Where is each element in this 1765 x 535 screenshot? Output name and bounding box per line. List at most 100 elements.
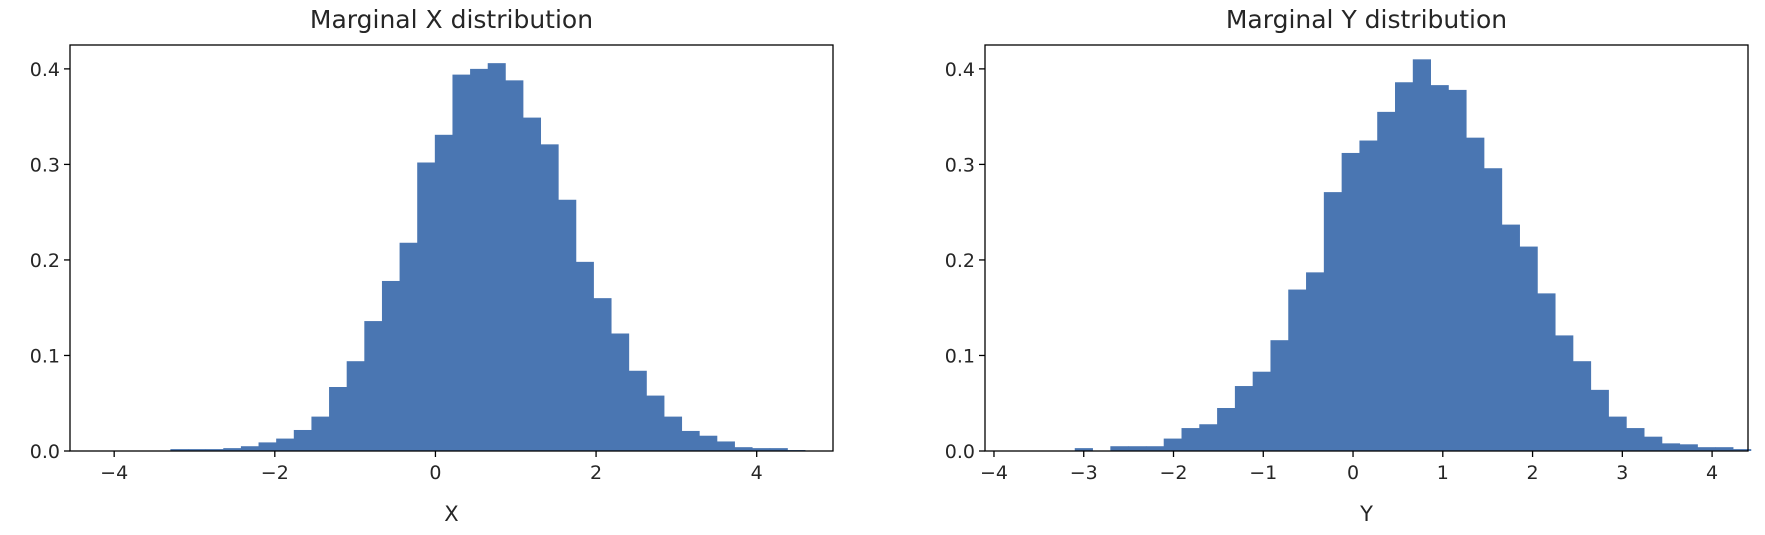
x-tick-label: 0 [429, 462, 441, 484]
histogram-bar [575, 261, 594, 451]
histogram-bar [1359, 140, 1378, 451]
x-tick-label: −3 [1070, 462, 1098, 484]
histogram-bar [593, 298, 612, 451]
x-tick-label: 0 [1347, 462, 1359, 484]
x-tick-label: 3 [1616, 462, 1628, 484]
histogram-bar [188, 449, 207, 451]
histogram-bar [1661, 443, 1681, 451]
histogram-bar [381, 280, 400, 451]
chart-panel-x: −4 −2 0 2 4 0.0 0.1 0.2 0.3 0.4 Marginal X distrib… [30, 5, 834, 526]
x-axis-label-x: X [444, 502, 458, 526]
histogram-bar [470, 68, 489, 451]
histogram-bar [1466, 137, 1485, 451]
histogram-bar [681, 430, 700, 451]
histogram-bar [769, 448, 788, 451]
histogram-bar [223, 448, 242, 451]
histogram-bar [1288, 289, 1307, 451]
histogram-bar [346, 361, 365, 451]
plot-frame [984, 44, 1749, 452]
histogram-bar [1074, 448, 1093, 451]
histogram-bar [1377, 111, 1396, 452]
histogram-bar [1483, 168, 1503, 452]
x-tick-label: 4 [1706, 462, 1718, 484]
y-tick-label: 0.2 [945, 250, 975, 272]
histogram-bar [1644, 436, 1663, 451]
histogram-bar [1412, 59, 1431, 451]
histogram-bar [1697, 447, 1716, 451]
histogram-bar [540, 144, 559, 451]
histogram-bar [1608, 416, 1627, 451]
histogram-bar [1590, 389, 1609, 451]
histogram-bar [1270, 340, 1289, 451]
histogram-bar [1234, 386, 1254, 451]
chart-panel-y: −4 −3 −2 −1 0 1 2 3 4 0.0 0.1 0.2 0.3 0.4 Marginal Y d… [945, 5, 1752, 526]
chart-title-y: Marginal Y distribution [1226, 5, 1507, 34]
histogram-bar [399, 242, 418, 451]
histogram-bar [1679, 444, 1698, 451]
histogram-bar [1626, 428, 1645, 451]
histogram-bar [505, 80, 524, 451]
histogram-bar [522, 117, 542, 451]
histogram-bar [1181, 428, 1200, 451]
histogram-bar [1537, 293, 1556, 451]
histogram-bar [311, 416, 330, 451]
histogram-bar [1395, 82, 1414, 451]
histogram-bar [611, 333, 630, 451]
x-tick-label: 2 [590, 462, 602, 484]
histogram-bar [1217, 408, 1236, 451]
x-tick-label: −1 [1249, 462, 1277, 484]
histogram-bar [1448, 89, 1467, 452]
histogram-bar [1572, 361, 1592, 451]
histogram-bar [752, 448, 771, 451]
x-tick-label: −4 [100, 462, 128, 484]
histogram-bar [646, 395, 665, 451]
histogram-bar [434, 134, 453, 452]
histogram-bar [1501, 224, 1520, 451]
histogram-bar [1519, 246, 1538, 451]
histogram-bar [1715, 447, 1734, 451]
plot-frame [69, 44, 834, 452]
x-tick-label: 2 [1527, 462, 1539, 484]
histogram-bar [258, 442, 277, 451]
histogram-bar [1733, 449, 1752, 451]
x-tick-label: −4 [980, 462, 1008, 484]
y-tick-label: 0.0 [945, 441, 975, 463]
histogram-bar [364, 321, 383, 451]
histogram-bar [487, 63, 506, 452]
histogram-bar [276, 438, 295, 451]
y-tick-label: 0.3 [945, 154, 975, 176]
y-tick-label: 0.3 [30, 154, 60, 176]
histogram-bar [716, 441, 735, 451]
histogram-bar [1128, 446, 1147, 451]
histogram-bar [293, 429, 312, 451]
histogram-bar [734, 447, 753, 451]
histogram-bar [558, 199, 577, 451]
histogram-bar [240, 446, 259, 451]
x-tick-label: 1 [1437, 462, 1449, 484]
x-tick-label: 4 [751, 462, 763, 484]
histogram-bar [329, 387, 348, 451]
histogram-bar [1199, 424, 1218, 451]
y-tick-label: 0.0 [30, 441, 60, 463]
histogram-bar [1430, 85, 1449, 452]
y-tick-label: 0.2 [30, 250, 60, 272]
histogram-bar [170, 449, 189, 451]
histogram-bar [417, 162, 436, 451]
histogram-bar [664, 416, 683, 451]
histogram-bar [1252, 371, 1271, 451]
histogram-bar [1555, 335, 1574, 451]
histogram-bar [628, 370, 647, 451]
y-tick-label: 0.4 [30, 59, 60, 81]
chart-title-x: Marginal X distribution [310, 5, 593, 34]
histogram-bar [1110, 446, 1129, 451]
histogram-bar [1306, 272, 1325, 451]
histogram-bar [1323, 192, 1343, 451]
histogram-bar [1341, 152, 1360, 451]
histogram-bar [452, 74, 471, 452]
y-tick-label: 0.4 [945, 59, 975, 81]
histogram-bar [1145, 446, 1165, 451]
x-tick-label: −2 [1159, 462, 1187, 484]
histogram-bar [699, 435, 718, 451]
x-axis-label-y: Y [1359, 502, 1373, 526]
histogram-bar [205, 449, 224, 451]
